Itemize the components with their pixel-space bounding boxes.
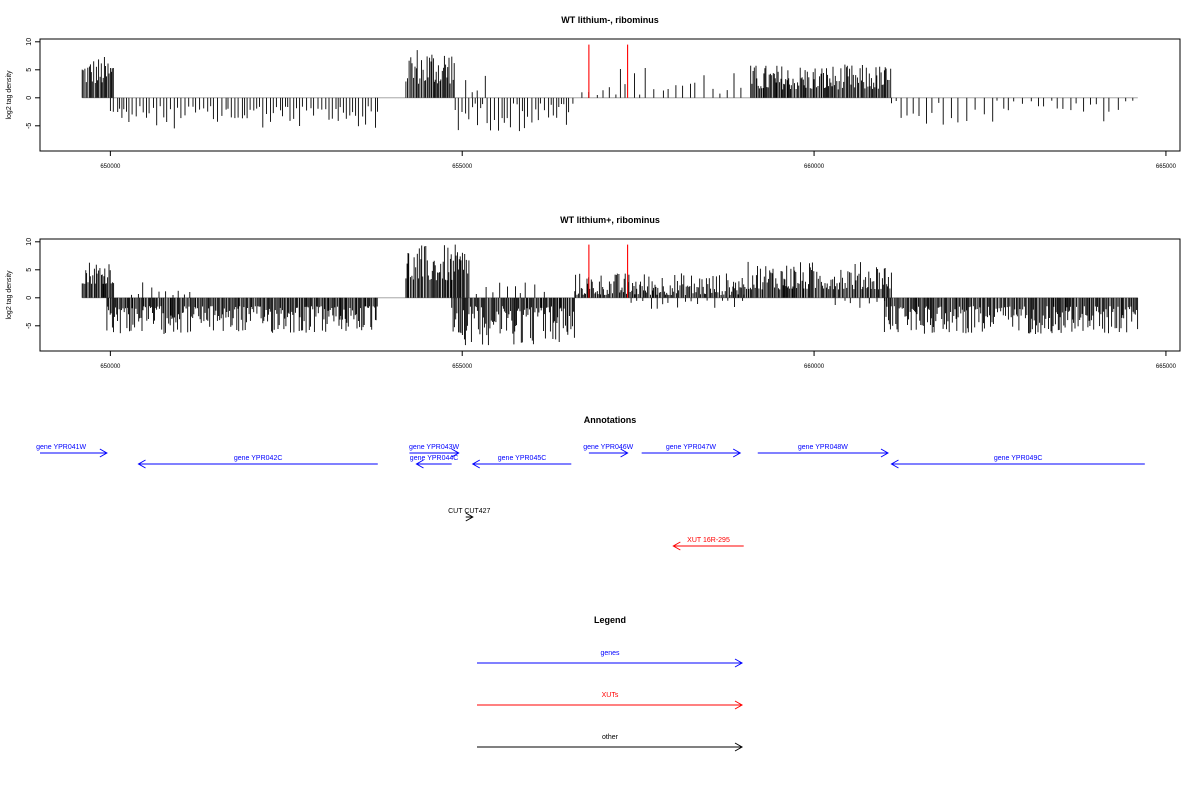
- annotation-label: gene YPR045C: [498, 455, 547, 462]
- legend-label-XUTs: XUTs: [602, 692, 619, 699]
- annotation-arrow-head: [137, 459, 146, 469]
- chart-1-x-tick-label: 650000: [100, 164, 121, 170]
- legend-label-genes: genes: [600, 650, 620, 657]
- chart-1-y-tick-label: 0: [26, 96, 33, 100]
- annotation-label: CUT CUT427: [448, 508, 490, 515]
- annotation-label: gene YPR041W: [36, 444, 86, 451]
- annotation-arrow-head: [732, 448, 742, 458]
- chart-2-plot-frame: [39, 238, 1181, 352]
- legend-label-other: other: [602, 734, 619, 741]
- chart-1-x-tick-label: 655000: [452, 164, 473, 170]
- annotation-arrow-head: [620, 448, 629, 458]
- chart-1-x-tick-label: 665000: [1156, 164, 1177, 170]
- chart-1-y-tick-label: 10: [26, 38, 33, 46]
- annotation-arrow-head: [672, 541, 681, 551]
- annotation-label: XUT 16R-295: [687, 537, 730, 544]
- chart-2-x-tick-label: 660000: [804, 364, 825, 370]
- chart-1-y-tick-label: -5: [26, 123, 33, 129]
- chart-2-x-tick-label: 655000: [452, 364, 473, 370]
- annotation-label: gene YPR048W: [798, 444, 848, 451]
- annotation-label: gene YPR049C: [994, 455, 1043, 462]
- annotations-title: Annotations: [584, 415, 637, 425]
- annotation-arrow-head: [890, 459, 899, 469]
- annotation-label: gene YPR042C: [234, 455, 283, 462]
- annotation-arrow-head: [465, 512, 474, 522]
- chart-2-y-tick-label: 5: [26, 268, 33, 272]
- chart-1-title: WT lithium-, ribominus: [561, 15, 659, 25]
- chart-1-y-tick-label: 5: [26, 68, 33, 72]
- legend-arrow-XUTs-head: [734, 700, 744, 710]
- chart-2-y-axis-label: log2 tag density: [6, 270, 13, 320]
- chart-2-y-tick-label: 10: [26, 238, 33, 246]
- chart-2-y-tick-label: -5: [26, 323, 33, 329]
- annotation-label: gene YPR047W: [666, 444, 716, 451]
- annotation-arrow-head: [99, 448, 108, 458]
- chart-1-plot-frame: [39, 38, 1181, 152]
- chart-2-title: WT lithium+, ribominus: [560, 215, 660, 225]
- annotation-label: gene YPR043W: [409, 444, 459, 451]
- legend-arrow-other-head: [734, 742, 744, 752]
- annotation-arrow-head: [451, 448, 460, 458]
- chart-2-x-tick-label: 650000: [100, 364, 121, 370]
- annotation-label: gene YPR046W: [583, 444, 633, 451]
- annotation-label: gene YPR044C: [410, 455, 459, 462]
- chart-1-x-tick-label: 660000: [804, 164, 825, 170]
- annotation-arrow-head: [471, 459, 481, 469]
- chart-2-x-tick-label: 665000: [1156, 364, 1177, 370]
- legend-title: Legend: [594, 615, 626, 625]
- chart-1-y-axis-label: log2 tag density: [6, 70, 13, 120]
- legend-arrow-genes-head: [734, 658, 744, 668]
- annotation-arrow-head: [880, 448, 889, 458]
- chart-2-y-tick-label: 0: [26, 296, 33, 300]
- annotation-arrow-head: [415, 459, 424, 469]
